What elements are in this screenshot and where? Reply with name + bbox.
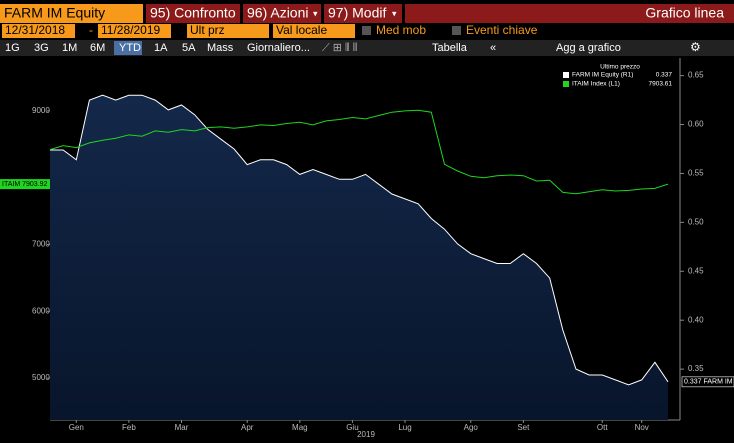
period-button[interactable]: 6M (90, 42, 105, 54)
period-button[interactable]: Giornaliero... (247, 42, 310, 54)
x-tick-label: Ago (464, 423, 479, 432)
dropdown-arrow: ▾ (392, 8, 397, 18)
period-button[interactable]: 5A (182, 42, 196, 54)
settings[interactable]: ⚙ (690, 40, 701, 54)
toolbar-icons: ⟋ ⊞ ⫴ ⫴ (322, 42, 357, 54)
plot: 5000 6000 7000 9000 0.35 0.40 0.45 0.50 0.55 0.60… (0, 58, 734, 439)
legend-value: 0.337 (656, 72, 673, 79)
period-button[interactable]: YTD (119, 42, 141, 54)
period-button[interactable]: Mass (207, 42, 234, 54)
end-date[interactable]: 11/28/2019 (101, 23, 160, 37)
collapse[interactable]: « (490, 42, 496, 54)
x-tick-label: Set (517, 423, 530, 432)
currency[interactable]: Val locale (276, 23, 327, 37)
checkbox[interactable] (452, 26, 461, 35)
events[interactable]: Eventi chiave (466, 23, 538, 37)
legend-title: Ultimo prezzo (600, 64, 640, 71)
moving-average[interactable]: Med mob (376, 23, 426, 37)
period-button[interactable]: Tabella (432, 42, 468, 54)
modify[interactable]: 97) Modif (328, 5, 386, 21)
compare[interactable]: 95) Confronto (150, 5, 236, 21)
dropdown-arrow: ▾ (313, 8, 318, 18)
x-tick-label: Mar (175, 423, 189, 432)
series-line (49, 109, 669, 195)
last-tag-label: ITAIM 7903.92 (2, 181, 48, 188)
start-box[interactable] (2, 24, 75, 38)
x-tick-label: Nov (635, 423, 649, 432)
legend-name: FARM IM Equity (R1) (572, 72, 633, 79)
x-tick-label: Mag (292, 423, 308, 432)
period-button[interactable]: 1G (5, 42, 20, 54)
y-tick-label: 7000 (32, 240, 50, 249)
series-line (50, 94, 669, 386)
period-button[interactable]: 1A (154, 42, 168, 54)
actions-btn[interactable] (243, 4, 321, 23)
y2-tick-label: 0.55 (688, 169, 704, 178)
y2-tick-label: 0.40 (688, 315, 704, 324)
last-tag (681, 376, 734, 388)
currency-box[interactable] (273, 24, 355, 38)
x-tick-label: Lug (398, 423, 411, 432)
legend-swatch (563, 72, 569, 78)
end-box[interactable] (98, 24, 171, 38)
period-button[interactable]: Agg a grafico (556, 42, 621, 54)
dash: - (89, 23, 93, 37)
period-button[interactable]: 1M (62, 42, 77, 54)
field[interactable]: Ult prz (190, 23, 225, 37)
y-tick-label: 5000 (32, 373, 50, 382)
view-bar (405, 4, 734, 23)
last-tag-label: 0.337 FARM IM (684, 379, 733, 386)
area-fill (50, 95, 668, 420)
last-tag (0, 179, 50, 190)
period-bar (0, 40, 734, 56)
y-tick-label: 6000 (32, 306, 50, 315)
ticker-box[interactable] (0, 4, 143, 23)
x-tick-label: Ott (597, 423, 608, 432)
active-period (114, 41, 142, 55)
x-tick-label: Apr (241, 423, 254, 432)
period-button[interactable]: 3G (34, 42, 49, 54)
legend-box (560, 61, 676, 91)
legend-swatch (563, 81, 569, 87)
y2-tick-label: 0.35 (688, 364, 704, 373)
legend-value: 7903.61 (649, 81, 673, 88)
x-tick-label: Feb (122, 423, 136, 432)
x-axis-label: 2019 (357, 430, 375, 439)
modify-btn[interactable] (324, 4, 402, 23)
y-tick-label: 9000 (32, 106, 50, 115)
checkbox[interactable] (362, 26, 371, 35)
x-tick-label: Giu (346, 423, 358, 432)
start-date[interactable]: 12/31/2018 (5, 23, 65, 37)
y2-tick-label: 0.65 (688, 71, 704, 80)
period-buttons: 1G 3G 1M 6M YTD 1A 5A Mass Giornaliero... Tabella… (5, 40, 701, 55)
y2-tick-label: 0.50 (688, 217, 704, 226)
view-title: Grafico linea (645, 5, 724, 21)
y2-tick-label: 0.60 (688, 120, 704, 129)
x-tick-label: Gen (69, 423, 84, 432)
compare-btn[interactable] (146, 4, 240, 23)
field-box[interactable] (187, 24, 269, 38)
legend-name: ITAIM Index (L1) (572, 81, 620, 88)
y2-tick-label: 0.45 (688, 266, 704, 275)
ticker[interactable]: FARM IM Equity (4, 5, 105, 21)
actions[interactable]: 96) Azioni (247, 5, 308, 21)
